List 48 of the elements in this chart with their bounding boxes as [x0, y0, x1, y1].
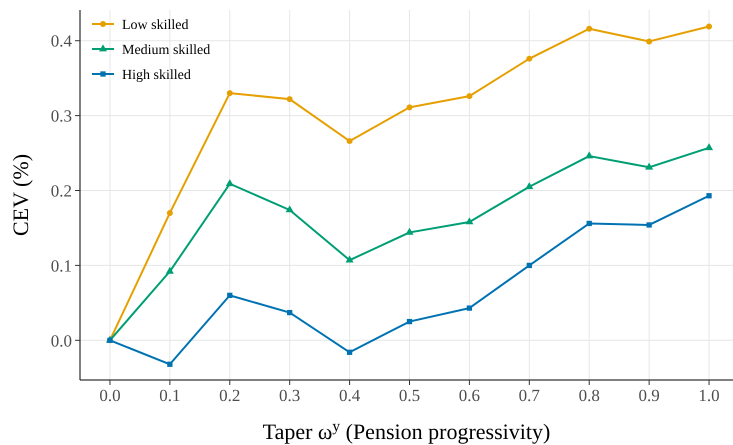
point	[346, 138, 353, 144]
point	[586, 26, 592, 32]
point	[706, 24, 712, 30]
point	[706, 193, 712, 198]
point	[585, 151, 594, 158]
point	[586, 220, 592, 226]
y-tick-label: 0.3	[50, 106, 72, 126]
point	[286, 96, 293, 102]
x-tick-label: 0.2	[219, 386, 240, 405]
point	[166, 266, 174, 274]
x-tick-label: 0.5	[398, 386, 420, 405]
point	[226, 90, 233, 96]
x-tick-label: 0.0	[99, 386, 121, 405]
x-axis-title: Taper ω$^{y}$ (Pension progressivity)	[262, 418, 550, 444]
y-tick-label: 0.0	[50, 331, 72, 350]
y-tick-label: 0.4	[50, 32, 72, 51]
x-tick-label: 0.9	[638, 386, 660, 405]
point	[646, 38, 652, 44]
point	[346, 256, 354, 262]
point	[525, 182, 534, 190]
x-tick-label: 1.0	[698, 386, 720, 405]
point	[645, 162, 654, 170]
point	[227, 292, 232, 298]
x-tick-label: 0.7	[518, 386, 540, 405]
point	[705, 143, 714, 150]
point	[526, 56, 532, 62]
legend-label: Medium skilled	[122, 43, 210, 58]
point	[286, 205, 294, 212]
point	[465, 217, 474, 224]
point	[287, 310, 292, 316]
legend-label: Low skilled	[122, 18, 188, 33]
point	[526, 262, 532, 268]
legend-label: High skilled	[122, 68, 191, 83]
point	[166, 210, 173, 216]
point	[167, 362, 173, 367]
x-tick-label: 0.6	[458, 386, 480, 405]
point	[346, 350, 352, 355]
x-tick-label: 0.1	[159, 386, 180, 405]
y-axis-title: CEV (%)	[8, 154, 33, 236]
point	[646, 222, 652, 228]
point	[226, 179, 234, 186]
y-tick-label: 0.2	[50, 182, 72, 201]
point	[466, 93, 472, 100]
y-tick-label: 0.1	[50, 256, 72, 276]
x-tick-label: 0.3	[279, 386, 300, 405]
x-tick-label: 0.8	[578, 386, 600, 405]
point	[406, 104, 412, 110]
x-tick-label: 0.4	[338, 386, 361, 405]
